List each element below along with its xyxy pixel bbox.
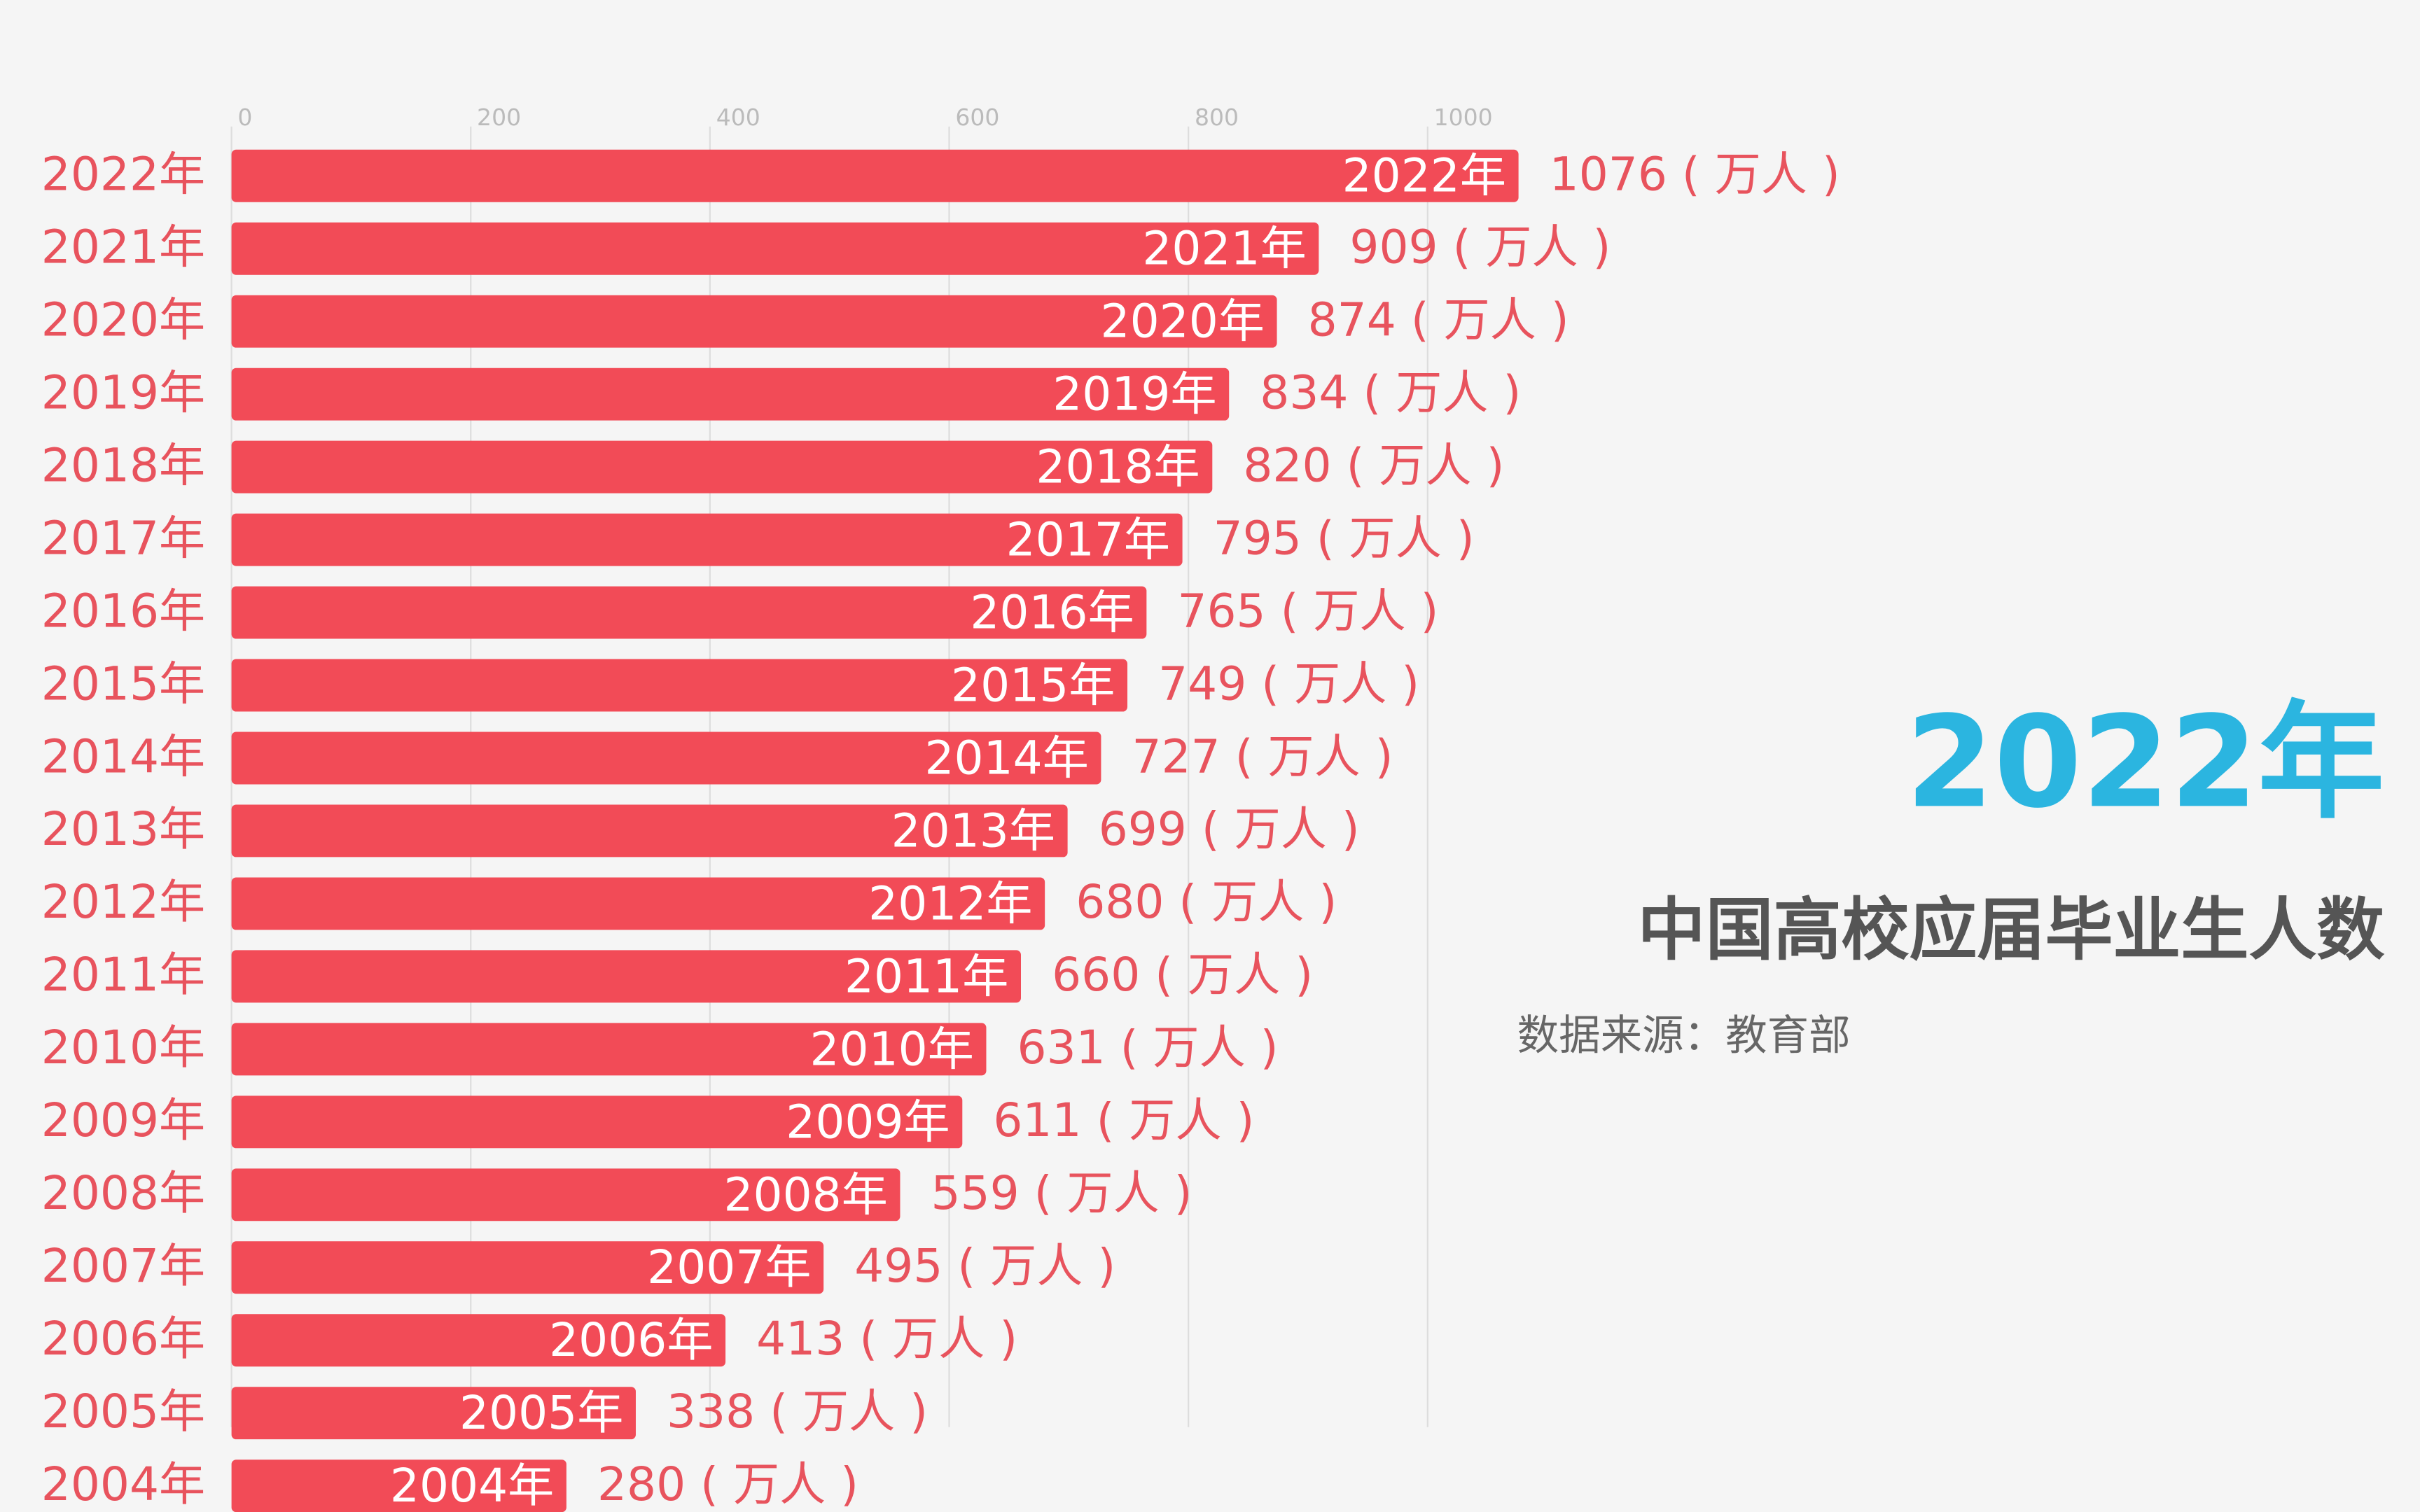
y-tick-label: 2022年 [41,148,205,202]
bar-inner-label: 2022年 [1342,149,1506,203]
bar [231,950,1021,1003]
value-label: 680 ( 万人 ) [1076,875,1337,929]
y-tick-label: 2019年 [41,365,205,419]
bar [231,1023,987,1076]
y-tick-label: 2010年 [41,1021,205,1074]
bar-inner-label: 2015年 [951,659,1115,713]
bar [231,1168,900,1222]
x-tick-label: 600 [955,104,999,131]
bar [231,1096,963,1149]
bar [231,586,1147,639]
bar-inner-label: 2004年 [390,1459,554,1512]
bar-inner-label: 2016年 [970,586,1134,640]
y-tick-label: 2004年 [41,1457,205,1511]
x-tick-label: 400 [716,104,760,131]
chart-subtitle: 数据来源：教育部 [1517,1011,1851,1060]
y-tick-label: 2009年 [41,1093,205,1147]
value-label: 495 ( 万人 ) [854,1239,1115,1293]
value-label: 699 ( 万人 ) [1099,802,1360,856]
value-label: 749 ( 万人 ) [1158,657,1419,710]
value-label: 660 ( 万人 ) [1052,948,1313,1002]
value-label: 874 ( 万人 ) [1308,293,1569,346]
bar [231,368,1230,421]
bar [231,440,1213,493]
y-tick-label: 2016年 [41,584,205,638]
bar [231,1460,566,1512]
bar-inner-label: 2010年 [809,1022,973,1076]
bar-inner-label: 2021年 [1142,222,1306,276]
bar-inner-label: 2008年 [723,1168,887,1222]
year-annotation: 2022年 [1906,688,2385,836]
bar-inner-label: 2018年 [1036,440,1199,494]
y-tick-label: 2006年 [41,1312,205,1366]
y-tick-label: 2015年 [41,657,205,710]
bar [231,149,1519,202]
y-tick-label: 2017年 [41,511,205,565]
bar-inner-label: 2019年 [1052,368,1216,421]
bar-inner-label: 2012年 [868,876,1032,930]
bar [231,222,1319,275]
bar [231,659,1128,712]
bar-inner-label: 2009年 [786,1095,950,1149]
bar [231,1387,636,1440]
value-label: 795 ( 万人 ) [1214,511,1475,565]
y-tick-label: 2011年 [41,948,205,1002]
y-tick-label: 2013年 [41,802,205,856]
bar-inner-label: 2017年 [1006,513,1170,567]
bar [231,1241,824,1294]
value-label: 559 ( 万人 ) [931,1166,1192,1220]
value-label: 280 ( 万人 ) [597,1457,858,1511]
bar [231,732,1101,785]
bar [231,295,1277,348]
value-label: 727 ( 万人 ) [1132,729,1393,783]
x-tick-label: 200 [477,104,521,131]
bar-inner-label: 2014年 [924,731,1088,785]
bar-inner-label: 2005年 [459,1386,623,1440]
y-tick-label: 2007年 [41,1239,205,1293]
bar-inner-label: 2006年 [549,1313,713,1367]
x-tick-label: 1000 [1434,104,1493,131]
value-label: 1076 ( 万人 ) [1550,148,1840,202]
value-label: 611 ( 万人 ) [993,1093,1254,1147]
value-label: 909 ( 万人 ) [1349,220,1611,274]
bar [231,804,1068,858]
bar-inner-label: 2011年 [844,949,1008,1003]
bar-inner-label: 2007年 [647,1240,811,1294]
bar [231,877,1045,930]
x-tick-label: 800 [1195,104,1239,131]
y-tick-label: 2021年 [41,220,205,274]
bar [231,513,1183,566]
bar-inner-label: 2013年 [891,804,1055,858]
y-tick-label: 2018年 [41,438,205,492]
y-tick-label: 2014年 [41,729,205,783]
y-tick-label: 2020年 [41,293,205,346]
value-label: 338 ( 万人 ) [667,1385,928,1438]
y-tick-label: 2012年 [41,875,205,929]
bar [231,1314,726,1367]
value-label: 834 ( 万人 ) [1260,365,1521,419]
value-label: 765 ( 万人 ) [1177,584,1438,638]
value-label: 631 ( 万人 ) [1017,1021,1279,1074]
y-tick-label: 2008年 [41,1166,205,1220]
value-label: 413 ( 万人 ) [756,1312,1017,1366]
y-tick-label: 2005年 [41,1385,205,1438]
bar-inner-label: 2020年 [1101,295,1265,349]
x-tick-label: 0 [237,104,252,131]
value-label: 820 ( 万人 ) [1243,438,1504,492]
chart-title: 中国高校应届毕业生人数 [1638,890,2385,969]
